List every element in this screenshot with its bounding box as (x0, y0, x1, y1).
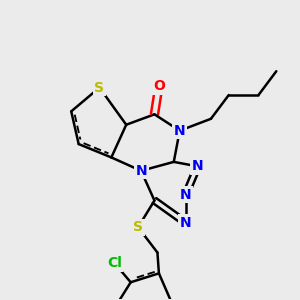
Text: N: N (174, 124, 185, 138)
Text: N: N (180, 188, 191, 202)
Text: O: O (153, 79, 165, 93)
Text: S: S (133, 220, 143, 234)
Text: N: N (192, 159, 203, 173)
Text: Cl: Cl (107, 256, 122, 270)
Text: S: S (94, 81, 104, 94)
Text: N: N (135, 164, 147, 178)
Text: N: N (180, 216, 191, 230)
